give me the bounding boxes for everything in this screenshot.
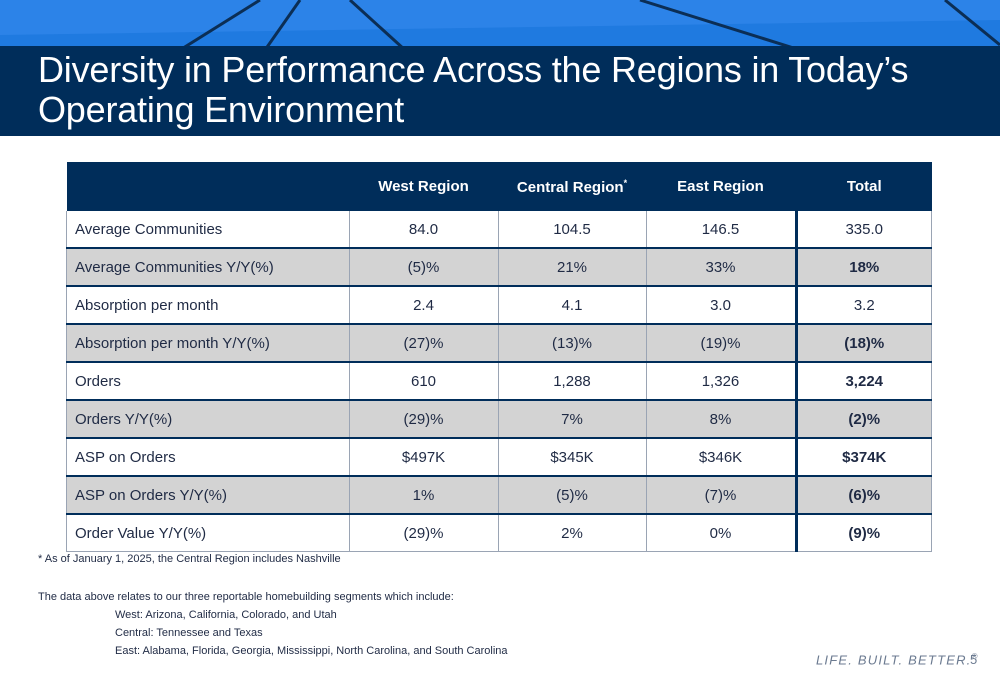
- cell-central: 4.1: [498, 286, 647, 325]
- title-line-2: Operating Environment: [38, 89, 404, 130]
- cell-west: 2.4: [349, 286, 499, 325]
- cell-central: 104.5: [498, 211, 647, 249]
- table-row: Orders 610 1,288 1,326 3,224: [66, 362, 932, 401]
- page-number: 5: [970, 652, 978, 667]
- brand-tagline: LIFE. BUILT. BETTER.®: [816, 652, 979, 668]
- row-label: Average Communities Y/Y(%): [66, 248, 350, 287]
- cell-total: 3,224: [794, 362, 932, 401]
- cell-east: 146.5: [646, 211, 797, 249]
- table-header-row: West Region Central Region* East Region …: [66, 162, 932, 211]
- table-row: ASP on Orders Y/Y(%) 1% (5)% (7)% (6)%: [66, 476, 932, 515]
- cell-total: (2)%: [794, 400, 932, 439]
- cell-central: (5)%: [498, 476, 647, 515]
- cell-west: 610: [349, 362, 499, 401]
- header-blank: [66, 162, 350, 211]
- cell-central: $345K: [498, 438, 647, 477]
- segment-west: West: Arizona, California, Colorado, and…: [115, 609, 337, 621]
- segment-central: Central: Tennessee and Texas: [115, 627, 263, 639]
- title-line-1: Diversity in Performance Across the Regi…: [38, 49, 909, 90]
- header-total: Total: [794, 162, 932, 211]
- cell-central: 7%: [498, 400, 647, 439]
- cell-west: (5)%: [349, 248, 499, 287]
- cell-east: (19)%: [646, 324, 797, 363]
- table-row: Average Communities 84.0 104.5 146.5 335…: [66, 211, 932, 249]
- cell-west: (29)%: [349, 514, 499, 552]
- segments-intro: The data above relates to our three repo…: [38, 591, 454, 603]
- table-row: Order Value Y/Y(%) (29)% 2% 0% (9)%: [66, 514, 932, 552]
- cell-total: 335.0: [794, 211, 932, 249]
- page-title: Diversity in Performance Across the Regi…: [38, 50, 968, 130]
- cell-total: 3.2: [794, 286, 932, 325]
- cell-total: 18%: [794, 248, 932, 287]
- cell-west: 1%: [349, 476, 499, 515]
- header-decoration: [0, 0, 1000, 50]
- cell-central: 1,288: [498, 362, 647, 401]
- central-region-footnote: * As of January 1, 2025, the Central Reg…: [38, 553, 341, 565]
- cell-total: (9)%: [794, 514, 932, 552]
- cell-total: $374K: [794, 438, 932, 477]
- cell-east: 33%: [646, 248, 797, 287]
- header-east: East Region: [646, 162, 797, 211]
- cell-central: 2%: [498, 514, 647, 552]
- header-central: Central Region*: [498, 162, 647, 211]
- row-label: Average Communities: [66, 211, 350, 249]
- header-lines-graphic: [0, 0, 1000, 50]
- row-label: Absorption per month: [66, 286, 350, 325]
- segment-east: East: Alabama, Florida, Georgia, Mississ…: [115, 645, 508, 657]
- cell-east: 0%: [646, 514, 797, 552]
- cell-west: $497K: [349, 438, 499, 477]
- table-row: Absorption per month Y/Y(%) (27)% (13)% …: [66, 324, 932, 363]
- cell-east: 3.0: [646, 286, 797, 325]
- cell-total: (18)%: [794, 324, 932, 363]
- cell-east: 8%: [646, 400, 797, 439]
- table-row: ASP on Orders $497K $345K $346K $374K: [66, 438, 932, 477]
- cell-west: (29)%: [349, 400, 499, 439]
- row-label: Orders Y/Y(%): [66, 400, 350, 439]
- cell-east: $346K: [646, 438, 797, 477]
- cell-east: (7)%: [646, 476, 797, 515]
- cell-central: 21%: [498, 248, 647, 287]
- row-label: Orders: [66, 362, 350, 401]
- cell-central: (13)%: [498, 324, 647, 363]
- cell-west: 84.0: [349, 211, 499, 249]
- row-label: ASP on Orders: [66, 438, 350, 477]
- cell-total: (6)%: [794, 476, 932, 515]
- cell-west: (27)%: [349, 324, 499, 363]
- row-label: ASP on Orders Y/Y(%): [66, 476, 350, 515]
- header-west: West Region: [349, 162, 499, 211]
- table-row: Absorption per month 2.4 4.1 3.0 3.2: [66, 286, 932, 325]
- regional-performance-table: West Region Central Region* East Region …: [66, 162, 932, 552]
- table-row: Orders Y/Y(%) (29)% 7% 8% (2)%: [66, 400, 932, 439]
- title-band: [0, 46, 1000, 136]
- cell-east: 1,326: [646, 362, 797, 401]
- table-row: Average Communities Y/Y(%) (5)% 21% 33% …: [66, 248, 932, 287]
- row-label: Absorption per month Y/Y(%): [66, 324, 350, 363]
- row-label: Order Value Y/Y(%): [66, 514, 350, 552]
